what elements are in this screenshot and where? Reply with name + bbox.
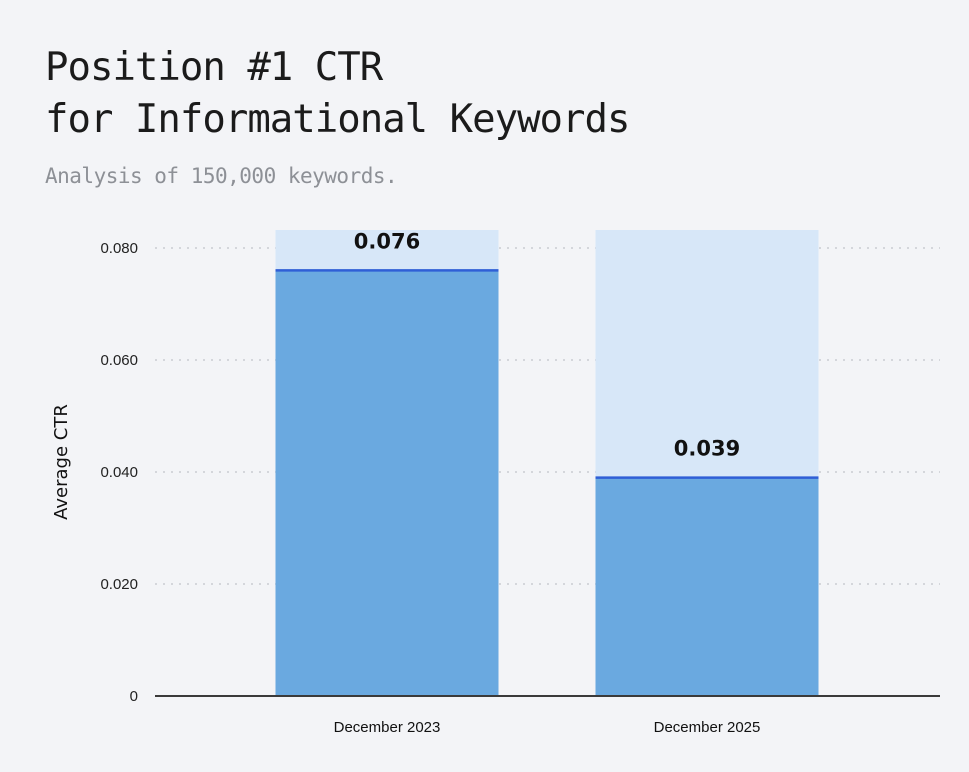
chart-title-line-1: Position #1 CTR — [45, 45, 383, 90]
labels: 0 0.020 0.040 0.060 0.080 0.076 December 2023 0… — [51, 229, 760, 736]
bar — [595, 477, 819, 696]
bar — [275, 270, 499, 696]
gridlines — [155, 247, 940, 585]
chart-title-line-2: for Informational Keywords — [45, 97, 630, 142]
x-tick-label: December 2023 — [334, 719, 441, 736]
y-tick-label: 0.020 — [100, 576, 138, 593]
data-label: 0.039 — [674, 437, 740, 461]
y-tick-label: 0.080 — [100, 240, 138, 257]
chart-title: Position #1 CTR for Informational Keywor… — [45, 42, 630, 146]
data-label: 0.076 — [354, 229, 420, 253]
chart-subtitle: Analysis of 150,000 keywords. — [45, 164, 398, 188]
y-axis-title: Average CTR — [51, 404, 72, 520]
bars — [275, 269, 819, 696]
y-tick-label: 0.060 — [100, 352, 138, 369]
x-tick-label: December 2025 — [654, 719, 761, 736]
y-tick-label: 0.040 — [100, 464, 138, 481]
y-tick-label: 0 — [130, 688, 138, 705]
